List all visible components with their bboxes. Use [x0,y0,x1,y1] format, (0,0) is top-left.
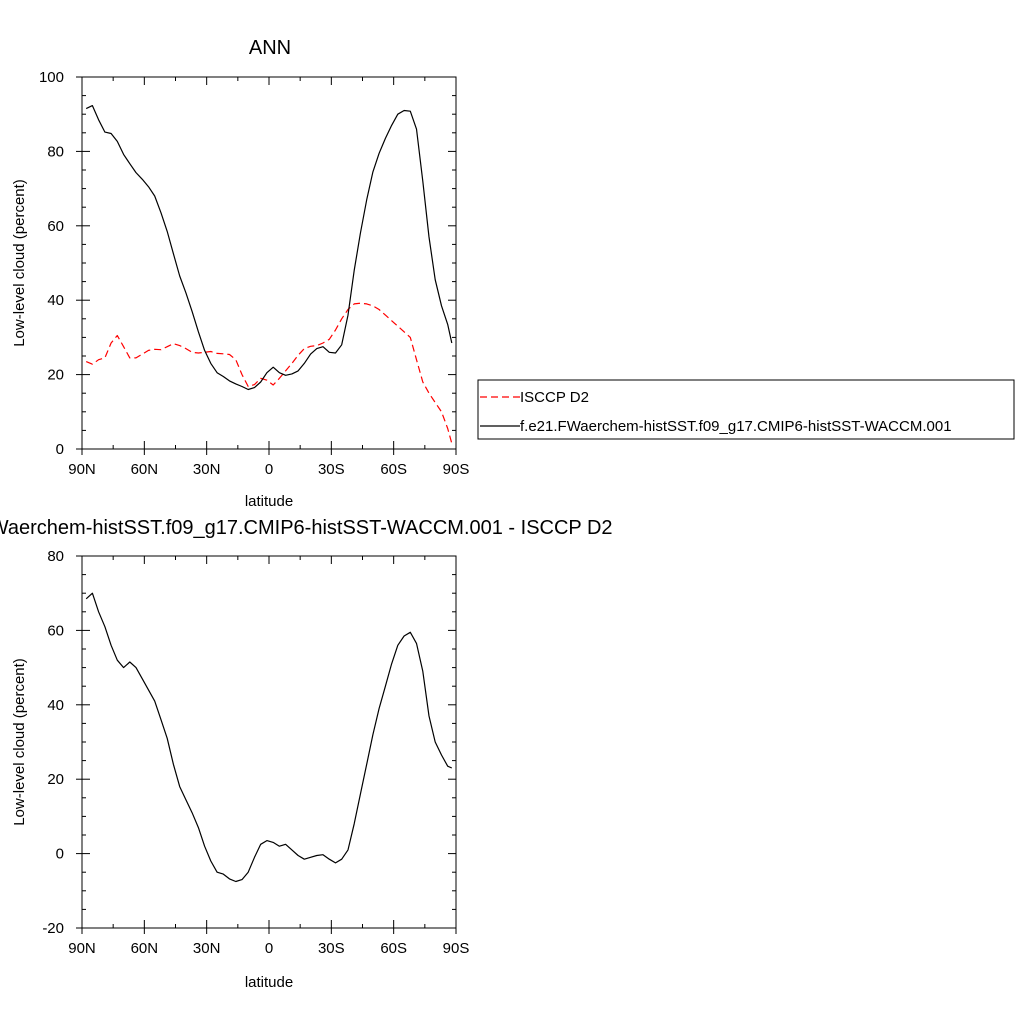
top-y-tick-label: 40 [47,292,64,309]
legend-label-model: f.e21.FWaerchem-histSST.f09_g17.CMIP6-hi… [520,418,952,435]
top-y-tick-label: 100 [39,69,64,86]
top-series-line-1 [85,104,453,391]
top-panel-x-axis-label: latitude [245,493,293,510]
legend-box [477,379,1015,440]
top-x-tick-label: 90N [68,461,96,478]
bottom-panel-frame [81,555,457,929]
bottom-x-tick-label: 0 [265,940,273,957]
top-x-tick-label: 30N [193,461,221,478]
top-panel: ANN 90N 60N 30N 0 30S 60S 90S 0 20 40 60 80 100 lati… [11,37,1015,510]
bottom-panel-title: f.e21.FWaerchem-histSST.f09_g17.CMIP6-hi… [0,517,613,539]
bottom-y-tick-label: 20 [47,771,64,788]
bottom-y-tick-label: 40 [47,697,64,714]
bottom-x-tick-label: 30N [193,940,221,957]
top-panel-y-axis-label: Low-level cloud (percent) [11,179,28,347]
bottom-y-tick-label: -20 [42,920,64,937]
top-panel-series [85,104,453,444]
bottom-y-tick-label: 80 [47,548,64,565]
bottom-panel: f.e21.FWaerchem-histSST.f09_g17.CMIP6-hi… [0,517,613,991]
top-series-line-0 [85,302,453,444]
top-panel-title: ANN [249,37,291,59]
top-y-tick-label: 20 [47,367,64,384]
bottom-series-line-0 [85,592,453,883]
bottom-panel-y-axis-label: Low-level cloud (percent) [11,658,28,826]
top-panel-frame [81,76,457,450]
top-x-tick-label: 30S [318,461,345,478]
top-x-tick-label: 60S [380,461,407,478]
bottom-x-tick-label: 30S [318,940,345,957]
bottom-x-tick-label: 60N [131,940,159,957]
bottom-panel-ticks: 90N 60N 30N 0 30S 60S 90S -20 0 20 40 60 80 [42,548,469,957]
top-x-tick-label: 90S [443,461,470,478]
bottom-y-tick-label: 0 [56,846,64,863]
bottom-x-tick-label: 60S [380,940,407,957]
top-panel-ticks: 90N 60N 30N 0 30S 60S 90S 0 20 40 60 80 100 [39,69,469,478]
bottom-x-tick-label: 90S [443,940,470,957]
top-y-tick-label: 0 [56,441,64,458]
top-y-tick-label: 60 [47,218,64,235]
bottom-panel-series [85,592,453,883]
top-x-tick-label: 60N [131,461,159,478]
top-x-tick-label: 0 [265,461,273,478]
bottom-x-tick-label: 90N [68,940,96,957]
bottom-panel-x-axis-label: latitude [245,974,293,991]
top-y-tick-label: 80 [47,143,64,160]
bottom-y-tick-label: 60 [47,622,64,639]
legend-label-isccp: ISCCP D2 [520,389,589,406]
legend: ISCCP D2 f.e21.FWaerchem-histSST.f09_g17… [477,379,1015,440]
